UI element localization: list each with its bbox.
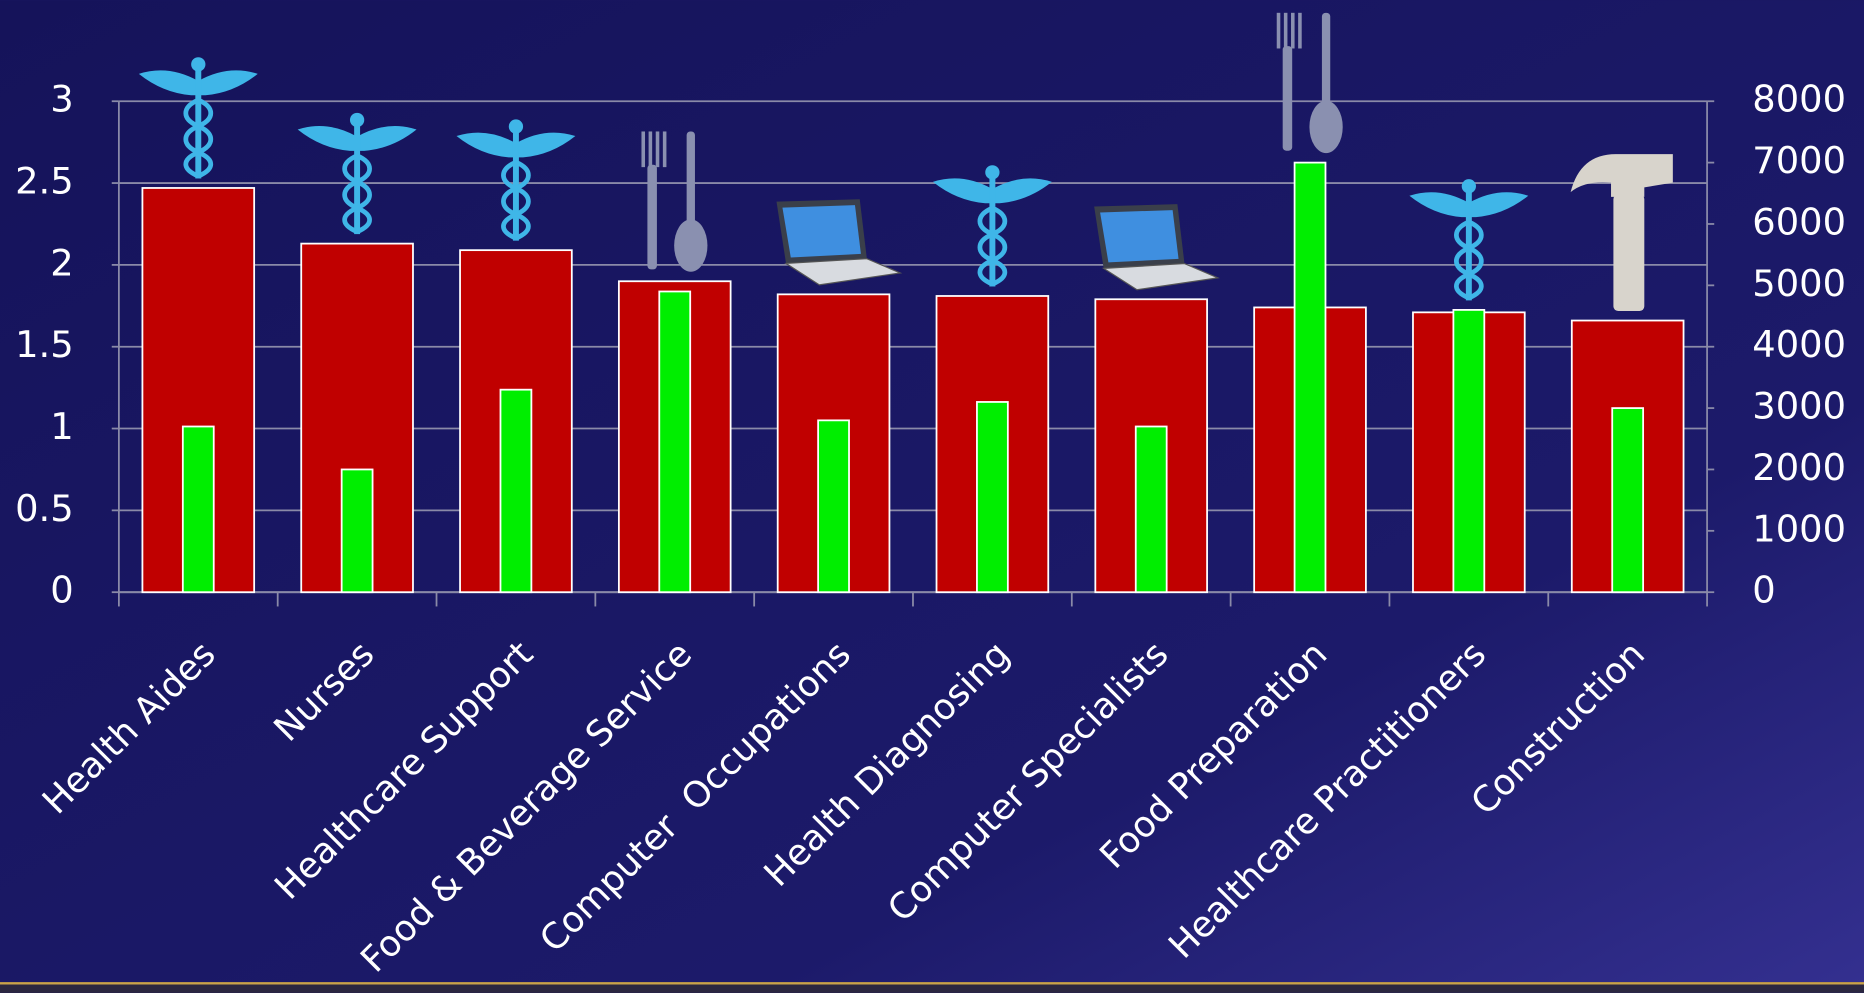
bar-secondary <box>340 468 374 594</box>
category-icon <box>1570 154 1673 312</box>
category-icon <box>456 119 576 241</box>
fork-tine <box>662 131 667 168</box>
category-icon <box>776 199 903 286</box>
hammer-head <box>1570 154 1673 197</box>
caduceus-snakes <box>501 160 531 241</box>
fork-handle <box>1282 46 1293 151</box>
y2-tick-label: 2000 <box>1752 446 1846 489</box>
bar-secondary <box>499 388 533 594</box>
category-icon <box>641 131 708 272</box>
caduceus-snakes <box>1454 219 1484 301</box>
bar-secondary <box>817 419 850 594</box>
bar-secondary <box>658 290 692 594</box>
bar-secondary <box>976 401 1009 594</box>
bar-secondary <box>1611 407 1645 594</box>
laptop-screen <box>782 205 861 258</box>
category-icon <box>297 112 417 235</box>
category-icon <box>932 165 1052 287</box>
y2-tick-label: 4000 <box>1752 323 1846 366</box>
y-tick-label: 1 <box>50 405 73 448</box>
bar-secondary <box>1134 425 1168 594</box>
caduceus-top <box>985 165 1000 180</box>
fork-tine <box>1276 12 1281 49</box>
bar-secondary <box>1452 309 1486 594</box>
y-tick-label: 2.5 <box>15 160 74 203</box>
caduceus-top <box>508 119 524 134</box>
y2-tick-label: 6000 <box>1752 200 1846 243</box>
spoon-bowl <box>1309 100 1343 154</box>
y2-tick-label: 8000 <box>1752 78 1846 121</box>
fork-tine <box>1283 12 1288 49</box>
fork-tine <box>641 131 646 168</box>
caduceus-snakes <box>977 205 1008 287</box>
y2-tick-label: 1000 <box>1752 507 1846 550</box>
y-tick-label: 3 <box>50 78 73 121</box>
laptop-base <box>1101 262 1220 291</box>
laptop-base <box>784 258 903 286</box>
y2-tick-label: 7000 <box>1752 139 1846 182</box>
fork-handle <box>647 164 657 270</box>
y2-tick-label: 3000 <box>1752 385 1846 428</box>
category-icon <box>138 57 258 179</box>
spoon-handle <box>686 131 695 227</box>
spoon-bowl <box>674 219 708 272</box>
category-icon <box>1276 12 1343 154</box>
y2-tick-label: 0 <box>1752 569 1775 612</box>
category-icon <box>1094 204 1220 291</box>
fork-tine <box>1291 12 1295 49</box>
bar-secondary <box>181 425 215 594</box>
y-tick-label: 0.5 <box>15 487 74 530</box>
y2-tick-label: 5000 <box>1752 262 1846 305</box>
caduceus-snakes <box>342 153 372 234</box>
fork-tine <box>1298 12 1302 49</box>
category-icon <box>1409 179 1529 301</box>
y-tick-label: 0 <box>50 569 73 612</box>
caduceus-top <box>191 57 206 72</box>
bar-secondary <box>1293 161 1327 594</box>
caduceus-top <box>349 112 365 128</box>
laptop-screen <box>1100 210 1179 263</box>
caduceus-snakes <box>183 97 214 179</box>
bottom-strip <box>0 982 1864 993</box>
fork-tine <box>655 131 660 168</box>
y-tick-label: 2 <box>50 241 73 284</box>
fork-tine <box>648 131 653 168</box>
spoon-handle <box>1321 12 1331 108</box>
y-tick-label: 1.5 <box>15 323 74 366</box>
caduceus-top <box>1461 179 1476 194</box>
hammer-handle <box>1613 194 1645 312</box>
